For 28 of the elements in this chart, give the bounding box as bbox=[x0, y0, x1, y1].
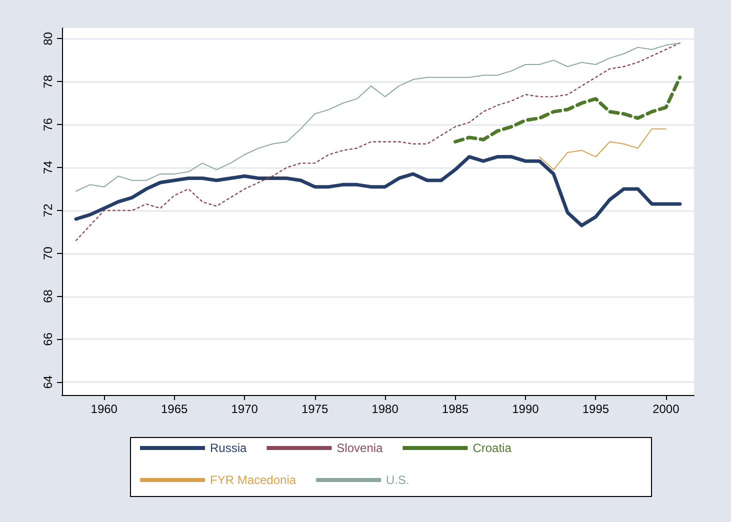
line-series bbox=[453, 76, 682, 144]
line-series bbox=[539, 128, 666, 170]
x-tick-label: 1965 bbox=[161, 402, 188, 416]
y-tick-label: 74 bbox=[41, 160, 55, 174]
y-tick-label: 66 bbox=[41, 332, 55, 346]
x-tick-label: 1970 bbox=[231, 402, 258, 416]
x-tick-label: 1990 bbox=[512, 402, 540, 416]
y-tick-label: 80 bbox=[41, 32, 55, 46]
y-tick-label: 78 bbox=[41, 74, 55, 88]
y-tick-label: 64 bbox=[41, 375, 55, 389]
text: Slovenia bbox=[336, 441, 384, 455]
x-tick-label: 1975 bbox=[301, 402, 328, 416]
text: FYR Macedonia bbox=[210, 473, 296, 487]
x-tick-label: 1995 bbox=[582, 402, 610, 416]
line-series bbox=[75, 42, 681, 242]
y-tick-label: 68 bbox=[41, 289, 55, 303]
x-tick-label: 2000 bbox=[652, 402, 680, 416]
x-tick-label: 1960 bbox=[90, 402, 118, 416]
text: Russia bbox=[210, 441, 248, 455]
text: U.S. bbox=[386, 473, 410, 487]
line-series bbox=[74, 155, 682, 228]
x-tick-label: 1980 bbox=[372, 402, 399, 416]
y-tick-label: 70 bbox=[41, 246, 55, 260]
text: Croatia bbox=[472, 441, 512, 455]
y-tick-label: 76 bbox=[41, 118, 55, 132]
y-tick-label: 72 bbox=[41, 203, 55, 218]
x-tick-label: 1985 bbox=[442, 402, 469, 416]
line-series bbox=[76, 42, 680, 192]
